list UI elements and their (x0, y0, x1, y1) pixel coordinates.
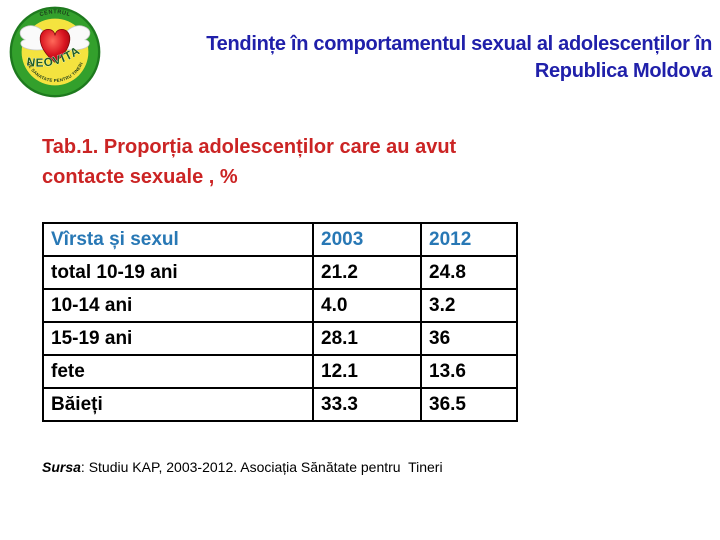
table-caption-line1: Tab.1. Proporția adolescenților care au … (42, 136, 457, 158)
value-2003: 12.1 (312, 354, 422, 389)
table-caption-line2: contacte sexuale , % (42, 166, 238, 188)
value-2012: 3.2 (420, 288, 518, 323)
table-header-row: Vîrsta și sexul 2003 2012 (42, 222, 518, 257)
row-label: 10-14 ani (42, 288, 314, 323)
table-row: fete 12.1 13.6 (42, 354, 518, 389)
row-label: fete (42, 354, 314, 389)
source-text: : Studiu KAP, 2003-2012. Asociația Sănăt… (80, 459, 443, 475)
source-note: Sursa: Studiu KAP, 2003-2012. Asociația … (42, 459, 443, 475)
value-2003: 21.2 (312, 255, 422, 290)
value-2012: 24.8 (420, 255, 518, 290)
column-header-2012: 2012 (420, 222, 518, 257)
table-row: 10-14 ani 4.0 3.2 (42, 288, 518, 323)
table-row: Băieți 33.3 36.5 (42, 387, 518, 422)
column-header-age-sex: Vîrsta și sexul (42, 222, 314, 257)
row-label: 15-19 ani (42, 321, 314, 356)
source-label: Sursa (42, 459, 81, 475)
table-caption: Tab.1. Proporția adolescenților care au … (42, 132, 456, 192)
column-header-2003: 2003 (312, 222, 422, 257)
statistics-table: Vîrsta și sexul 2003 2012 total 10-19 an… (42, 222, 518, 422)
heart-icon (39, 29, 71, 63)
slide-title-line2: Republica Moldova (534, 60, 712, 82)
slide-title: Tendințe în comportamentul sexual al ado… (130, 31, 712, 85)
value-2003: 33.3 (312, 387, 422, 422)
value-2012: 13.6 (420, 354, 518, 389)
neovita-logo: CENTRUL NEOVITA DE SANATATE PENTRU TINER… (8, 4, 102, 100)
row-label: Băieți (42, 387, 314, 422)
value-2012: 36 (420, 321, 518, 356)
value-2003: 4.0 (312, 288, 422, 323)
slide-title-line1: Tendințe în comportamentul sexual al ado… (206, 33, 712, 55)
row-label: total 10-19 ani (42, 255, 314, 290)
table-row: total 10-19 ani 21.2 24.8 (42, 255, 518, 290)
table-row: 15-19 ani 28.1 36 (42, 321, 518, 356)
value-2003: 28.1 (312, 321, 422, 356)
logo-ring-text-top: CENTRUL (39, 9, 71, 18)
neovita-logo-graphic: CENTRUL NEOVITA DE SANATATE PENTRU TINER… (9, 6, 101, 98)
value-2012: 36.5 (420, 387, 518, 422)
